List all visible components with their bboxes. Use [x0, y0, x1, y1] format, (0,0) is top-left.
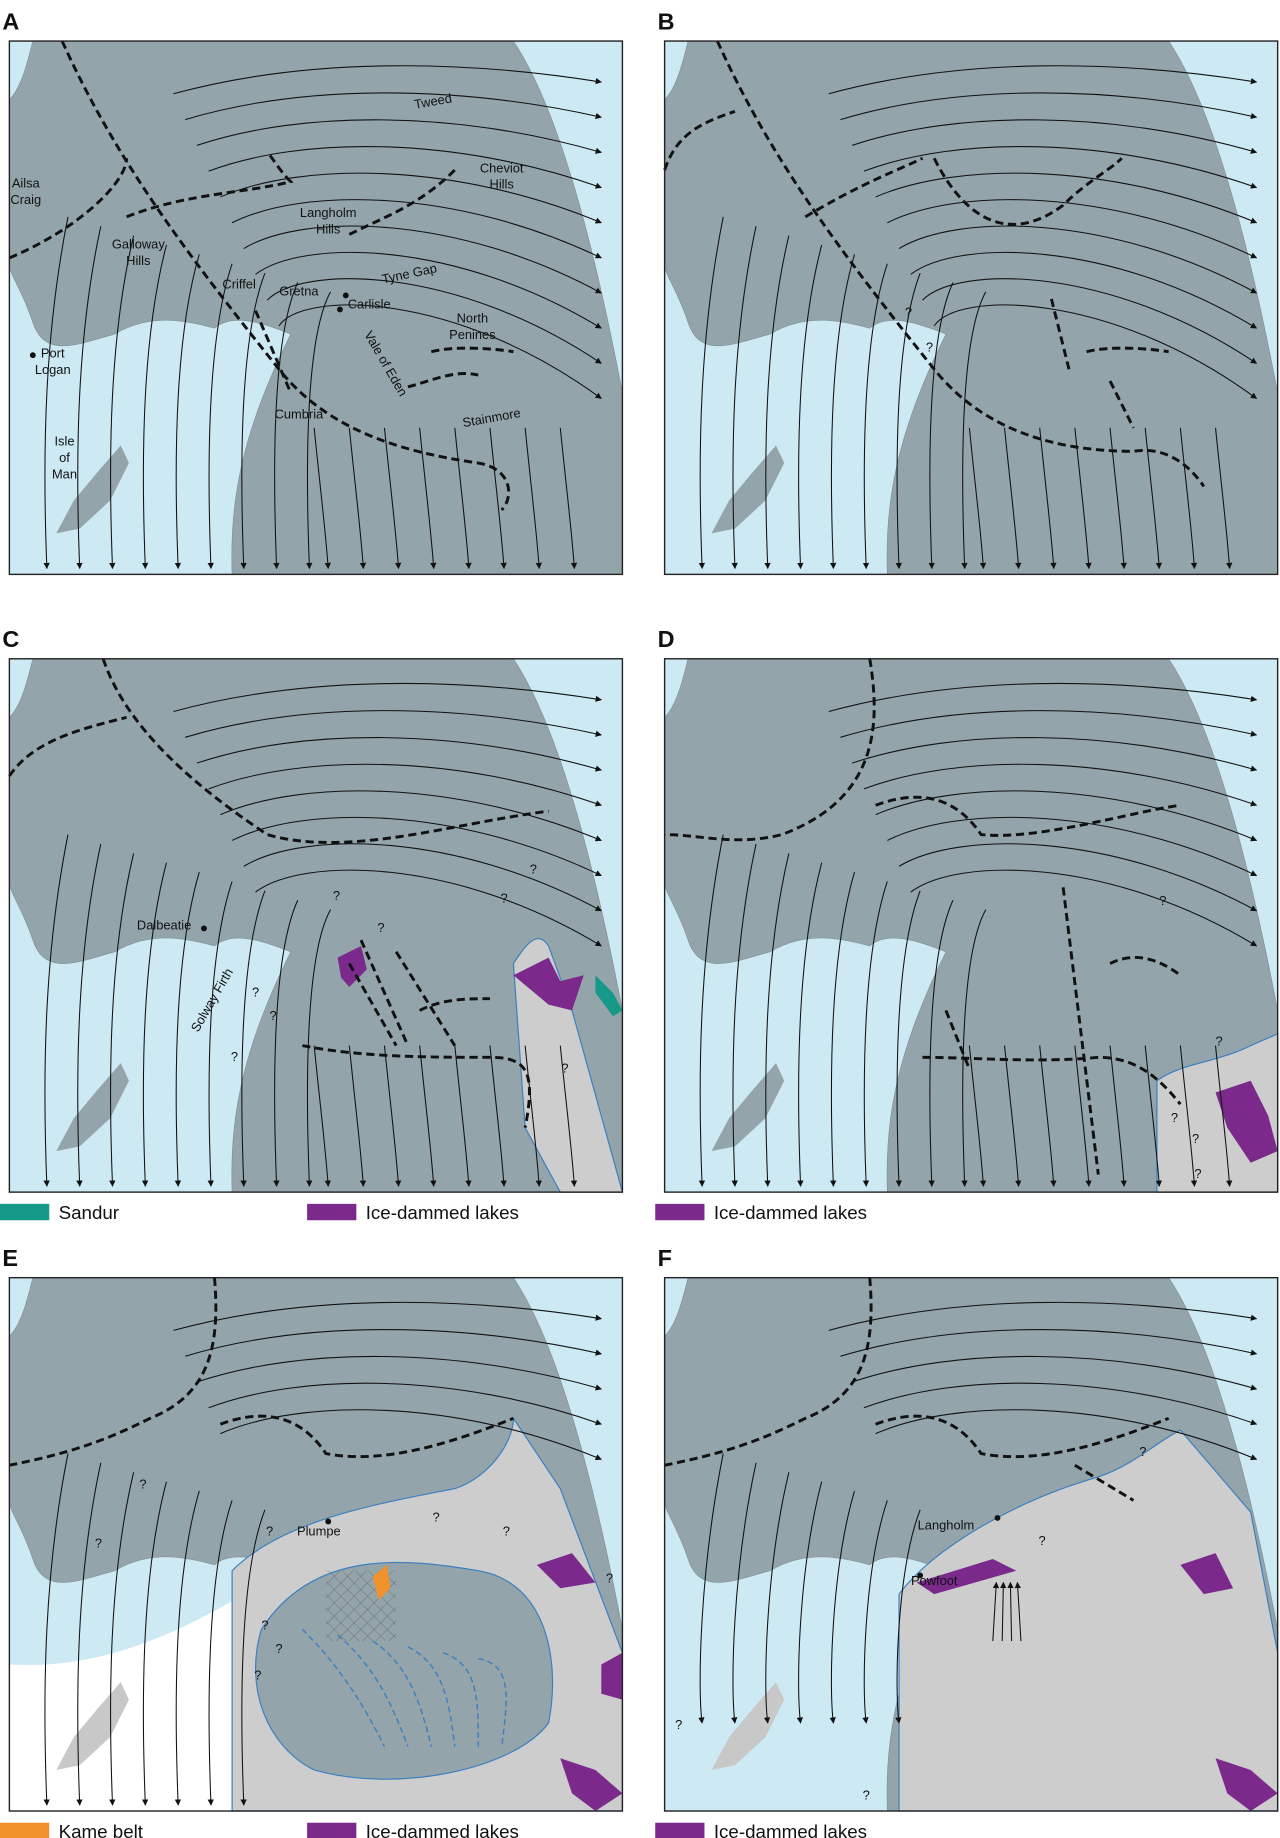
place-label: Plumpe [297, 1524, 341, 1539]
label-line: Galloway [112, 237, 166, 252]
place-label: Carlisle [348, 296, 391, 311]
place-label: ? [1038, 1533, 1045, 1548]
legend-label: Kame belt [59, 1821, 144, 1838]
place-label: ? [503, 1524, 510, 1539]
place-label: ? [139, 1477, 146, 1492]
legend-label: Ice-dammed lakes [366, 1821, 519, 1838]
place-label: Gretna [279, 283, 319, 298]
panel-letter: F [658, 1245, 672, 1271]
place-label: ? [266, 1524, 273, 1539]
panel-letter: B [658, 8, 675, 34]
place-label: ? [1159, 893, 1166, 908]
panel-letter: D [658, 626, 675, 652]
label-line: Langholm [300, 205, 357, 220]
label-line: North [457, 310, 488, 325]
place-label: ? [1139, 1444, 1146, 1459]
place-label: ? [1192, 1131, 1199, 1146]
label-line: Craig [10, 192, 41, 207]
place-label: ? [270, 1008, 277, 1023]
label-line: of [59, 450, 70, 465]
place-label: ? [95, 1535, 102, 1550]
label-line: Isle [54, 433, 74, 448]
legend-swatch [655, 1204, 704, 1220]
place-label: ? [926, 340, 933, 355]
place-label: ? [1171, 1110, 1178, 1125]
place-label: ? [377, 920, 384, 935]
place-label: ? [1194, 1166, 1201, 1181]
label-line: Port [41, 346, 65, 361]
place-label: Dalbeatie [137, 918, 191, 933]
panel-letter: C [2, 626, 19, 652]
place-label: ? [530, 861, 537, 876]
place-label: ? [261, 1617, 268, 1632]
label-line: Hills [126, 253, 150, 268]
legend-swatch [655, 1823, 704, 1838]
map-panel: ????? [665, 659, 1278, 1192]
label-line: Hills [316, 221, 340, 236]
legend-swatch [307, 1204, 356, 1220]
place-dot [337, 307, 343, 313]
place-label: ? [333, 888, 340, 903]
place-label: Langholm [918, 1518, 975, 1533]
label-line: Hills [490, 177, 514, 192]
label-line: Cheviot [480, 160, 524, 175]
panel-letter: E [2, 1245, 18, 1271]
place-label: ? [275, 1641, 282, 1656]
legend-swatch [0, 1204, 49, 1220]
label-line: Ailsa [12, 176, 41, 191]
place-label: ? [561, 1061, 568, 1076]
label-line: Logan [35, 362, 71, 377]
legend-label: Ice-dammed lakes [714, 1821, 867, 1838]
panel-letter: A [2, 8, 19, 34]
place-label: ? [252, 984, 259, 999]
place-dot [201, 925, 207, 931]
legend-label: Ice-dammed lakes [366, 1202, 519, 1223]
place-label: ? [863, 1787, 870, 1802]
legend-label: Sandur [59, 1202, 119, 1223]
place-label: ? [905, 305, 912, 320]
place-label: ? [254, 1668, 261, 1683]
legend-label: Ice-dammed lakes [714, 1202, 867, 1223]
place-dot [30, 352, 36, 358]
place-label: ? [606, 1570, 613, 1585]
place-label: Cumbria [275, 406, 324, 421]
ice-lobe [256, 1562, 553, 1779]
place-dot [995, 1515, 1001, 1521]
place-label: ? [500, 891, 507, 906]
place-label: ? [1215, 1034, 1222, 1049]
place-label: ? [231, 1049, 238, 1064]
legend-swatch [307, 1823, 356, 1838]
place-label: ? [432, 1509, 439, 1524]
label-line: Man [52, 466, 77, 481]
figure: TweedCheviotHillsLangholmHillsAilsaCraig… [0, 0, 1280, 1838]
legend-swatch [0, 1823, 49, 1838]
map-panel: DalbeatieSolway Firth???????? [9, 659, 622, 1192]
map-panel: Langholm Powfoot???? [665, 1278, 1278, 1811]
map-panel: ?? [665, 41, 1278, 574]
map-panel: Plumpe????????? [9, 1278, 622, 1811]
label-line: Penines [449, 327, 496, 342]
place-label: ? [675, 1717, 682, 1732]
place-label: Powfoot [911, 1573, 958, 1588]
place-label: Criffel [222, 276, 255, 291]
